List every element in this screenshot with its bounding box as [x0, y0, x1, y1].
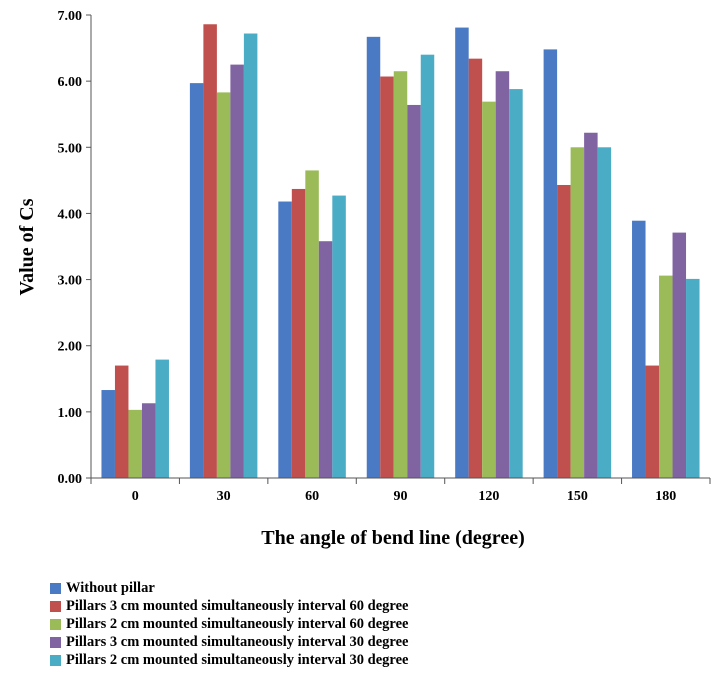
x-tick-label: 180	[655, 489, 676, 504]
bar-120-s3	[482, 101, 496, 478]
bar-30-s4	[230, 64, 244, 478]
bar-60-s3	[305, 170, 319, 478]
bar-180-s3	[659, 275, 673, 478]
bar-120-s2	[468, 58, 483, 478]
legend-swatch	[50, 636, 61, 648]
y-tick-labels: 0.00 1.00 2.00 3.00 4.00 5.00 6.00 7.00	[58, 9, 83, 487]
y-tick-label: 6.00	[58, 75, 83, 90]
bar-60-s1	[278, 201, 292, 478]
legend-swatch	[50, 618, 61, 630]
bar-90-s5	[420, 54, 435, 478]
legend-label: Pillars 3 cm mounted simultaneously inte…	[66, 597, 409, 614]
bar-150-s1	[543, 49, 558, 478]
legend-label: Pillars 2 cm mounted simultaneously inte…	[66, 651, 409, 668]
x-tick-label: 0	[132, 489, 139, 504]
legend-item: Pillars 3 cm mounted simultaneously inte…	[50, 633, 408, 651]
x-tick-label: 90	[394, 489, 408, 504]
bar-30-s1	[189, 83, 204, 479]
y-tick-label: 2.00	[58, 340, 83, 355]
legend-item: Pillars 3 cm mounted simultaneously inte…	[50, 597, 408, 615]
bar-30-s5	[243, 33, 258, 479]
bar-120-s4	[495, 71, 510, 478]
legend-label: Pillars 2 cm mounted simultaneously inte…	[66, 615, 409, 632]
bar-60-s2	[291, 188, 306, 478]
bar-120-s5	[509, 89, 523, 478]
bar-0-s3	[128, 409, 142, 478]
bar-0-s4	[141, 403, 156, 478]
bar-90-s1	[366, 36, 381, 478]
bar-60-s5	[332, 195, 346, 478]
legend-item: Without pillar	[50, 579, 408, 597]
bar-0-s2	[114, 365, 129, 478]
bar-120-s1	[455, 27, 469, 479]
y-tick-label: 0.00	[58, 472, 83, 487]
y-tick-label: 4.00	[58, 207, 83, 222]
bar-90-s4	[407, 104, 421, 478]
bar-90-s3	[393, 71, 408, 478]
bar-0-s1	[101, 390, 115, 478]
bar-180-s2	[645, 365, 660, 478]
x-tick-label: 60	[305, 489, 319, 504]
y-tick-label: 1.00	[58, 406, 83, 421]
bar-30-s3	[216, 92, 231, 478]
y-tick-label: 7.00	[58, 9, 83, 24]
y-axis-title: Value of Cs	[16, 198, 38, 295]
legend-item: Pillars 2 cm mounted simultaneously inte…	[50, 651, 408, 669]
x-tick-label: 120	[478, 489, 499, 504]
bar-180-s4	[672, 232, 687, 478]
bar-180-s5	[686, 278, 700, 478]
bar-0-s5	[155, 359, 169, 478]
bar-180-s1	[632, 220, 646, 478]
y-tick-label: 3.00	[58, 274, 83, 289]
bar-150-s3	[570, 147, 585, 479]
axis-tick-marks	[86, 14, 711, 484]
bar-90-s2	[380, 76, 394, 479]
legend-swatch	[50, 582, 61, 594]
bar-150-s2	[557, 184, 571, 479]
bar-60-s4	[318, 241, 333, 478]
x-tick-label: 150	[567, 489, 588, 504]
legend-label: Without pillar	[66, 579, 155, 596]
bar-150-s5	[597, 147, 612, 479]
chart: 0.00 1.00 2.00 3.00 4.00 5.00 6.00 7.00 0 30 60 90…	[16, 9, 711, 549]
y-tick-label: 5.00	[58, 141, 83, 156]
bar-150-s4	[584, 132, 598, 478]
legend-item: Pillars 2 cm mounted simultaneously inte…	[50, 615, 408, 633]
bar-30-s2	[203, 24, 217, 478]
legend-label: Pillars 3 cm mounted simultaneously inte…	[66, 633, 409, 650]
legend-swatch	[50, 654, 61, 666]
x-axis-title: The angle of bend line (degree)	[261, 527, 525, 549]
bars-layer	[101, 24, 700, 479]
legend-swatch	[50, 600, 61, 612]
x-tick-label: 30	[217, 489, 231, 504]
x-tick-labels: 0 30 60 90 120 150 180	[132, 489, 677, 504]
legend: Without pillar Pillars 3 cm mounted simul…	[50, 579, 408, 669]
